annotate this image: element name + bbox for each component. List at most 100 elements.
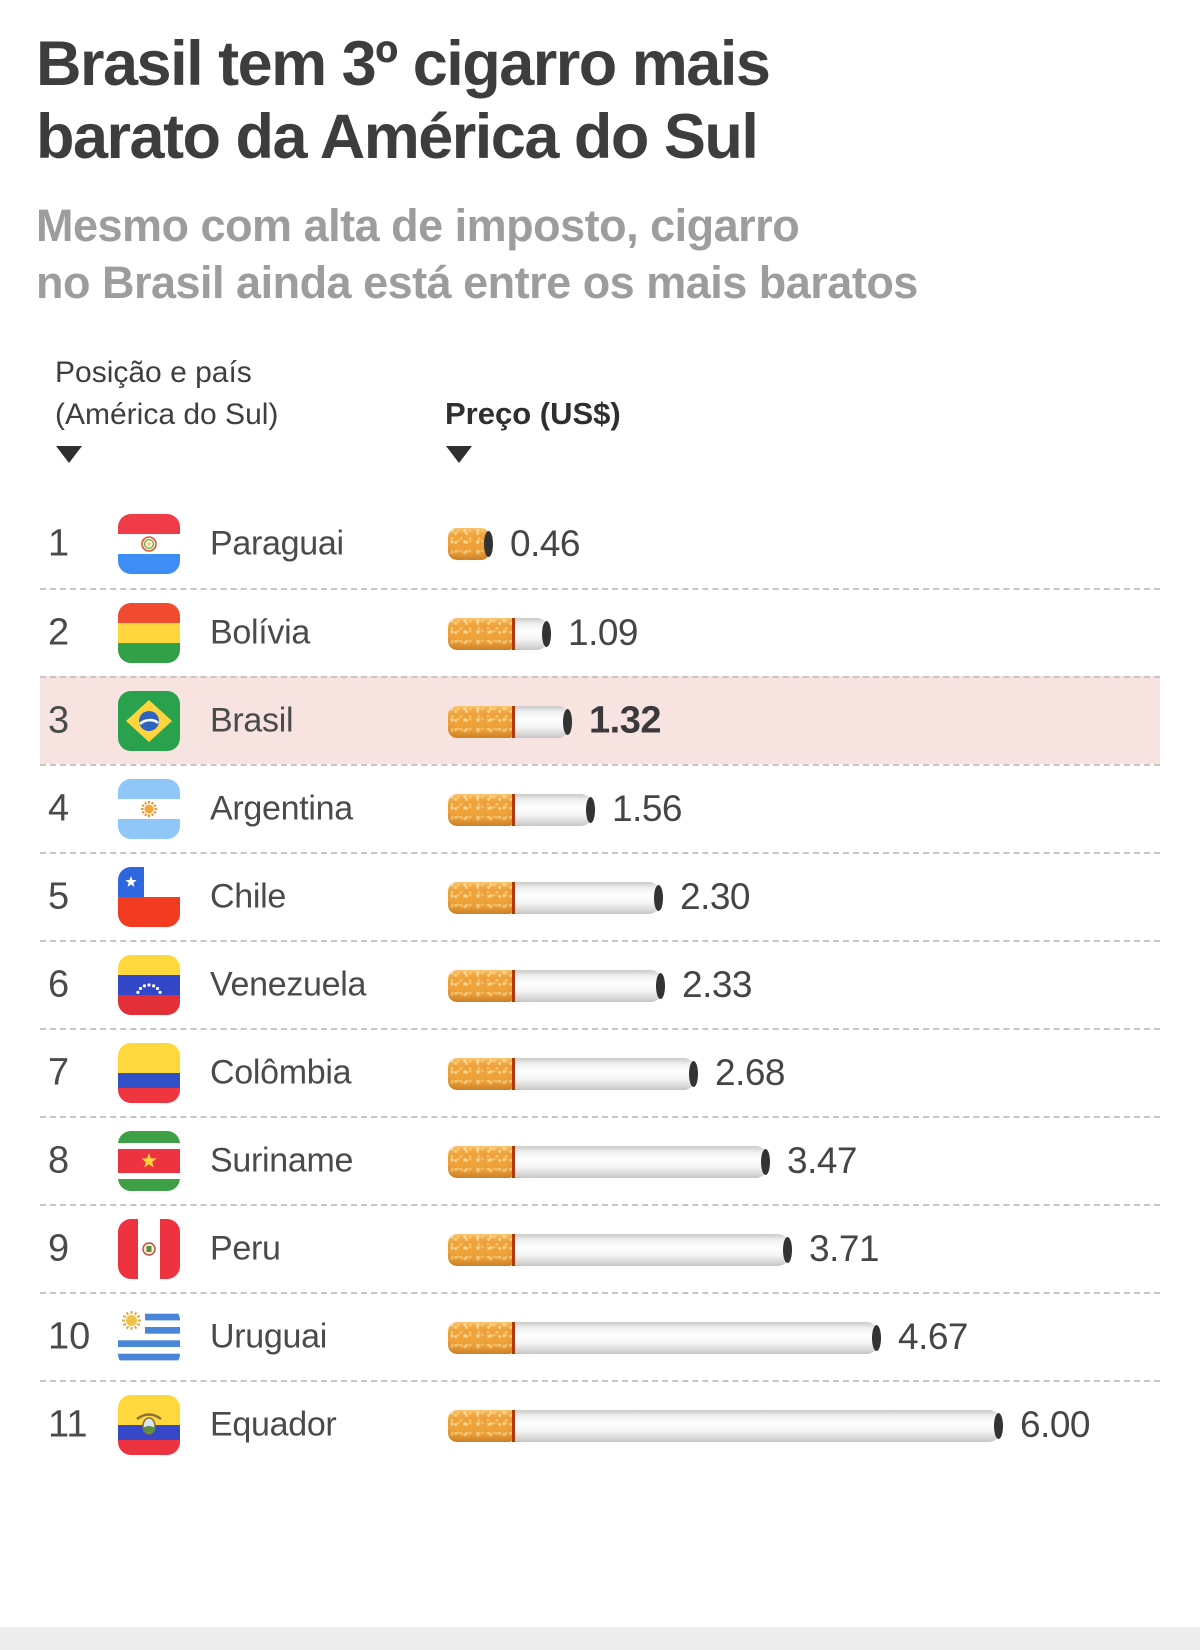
page-title: Brasil tem 3º cigarro mais barato da Amé… (36, 29, 771, 173)
table-row: 4 Argentina 1.56 (40, 763, 1160, 852)
price-table-body: 1 Paraguai 0.46 2 Bolívia 1.09 3 (40, 500, 1160, 1468)
rank-label: 7 (48, 1051, 70, 1094)
price-value: 6.00 (1020, 1403, 1091, 1445)
sort-desc-icon[interactable] (56, 445, 82, 463)
price-value: 1.56 (612, 787, 683, 829)
rank-label: 11 (48, 1403, 88, 1446)
cigarette-filter (448, 1321, 512, 1354)
rank-label: 2 (48, 611, 70, 654)
price-bar-cigarette (448, 881, 663, 914)
country-flag-icon (118, 1130, 180, 1191)
cigarette-filter (448, 1057, 512, 1090)
rank-label: 10 (48, 1315, 91, 1358)
country-name: Uruguai (210, 1317, 327, 1356)
cigarette-end-cap (689, 1060, 698, 1087)
table-row: 2 Bolívia 1.09 (40, 587, 1160, 676)
cigarette-filter (448, 1145, 512, 1178)
country-name: Paraguai (210, 524, 344, 563)
country-name: Colômbia (210, 1053, 352, 1092)
rank-label: 3 (48, 699, 70, 742)
cigarette-body (512, 1057, 695, 1090)
rank-label: 5 (48, 875, 70, 918)
cigarette-body (512, 1145, 767, 1178)
cigarette-end-cap (654, 884, 663, 911)
cigarette-end-cap (783, 1236, 792, 1263)
rank-label: 8 (48, 1139, 70, 1182)
cigarette-body (512, 969, 662, 1002)
table-row: 9 Peru 3.71 (40, 1203, 1160, 1292)
price-value: 1.09 (568, 611, 639, 653)
price-bar-cigarette (448, 969, 665, 1002)
price-bar-cigarette (448, 793, 595, 826)
cigarette-body (512, 1409, 1000, 1442)
sort-desc-icon[interactable] (446, 445, 472, 463)
cigarette-end-cap (761, 1148, 770, 1175)
table-row: 8 Suriname 3.47 (40, 1115, 1160, 1204)
country-name: Brasil (210, 701, 294, 740)
table-row: 10 Uruguai 4.67 (40, 1291, 1160, 1380)
price-bar-cigarette (448, 527, 493, 560)
price-value: 3.71 (809, 1227, 880, 1269)
rank-label: 4 (48, 787, 70, 830)
country-name: Venezuela (210, 965, 367, 1004)
cigarette-end-cap (563, 708, 572, 735)
footer-bar (0, 1627, 1200, 1650)
country-name: Suriname (210, 1141, 354, 1180)
price-value: 0.46 (510, 522, 581, 564)
country-flag-icon (118, 954, 180, 1015)
country-flag-icon (118, 513, 180, 574)
cigarette-body (512, 881, 660, 914)
country-flag-icon (118, 866, 180, 927)
price-bar-cigarette (448, 1321, 881, 1354)
cigarette-end-cap (586, 796, 595, 823)
cigarette-filter (448, 881, 512, 914)
price-value: 2.68 (715, 1051, 786, 1093)
cigarette-filter (448, 1233, 512, 1266)
country-name: Peru (210, 1229, 281, 1268)
price-value: 3.47 (787, 1139, 858, 1181)
rank-label: 6 (48, 963, 70, 1006)
price-value: 1.32 (589, 699, 661, 742)
country-flag-icon (118, 778, 180, 839)
cigarette-body (512, 1321, 878, 1354)
price-value: 4.67 (898, 1315, 969, 1357)
table-row: 11 Equador 6.00 (40, 1379, 1160, 1468)
table-row: 5 Chile 2.30 (40, 851, 1160, 940)
table-header: Posição e país (América do Sul) Preço (U… (40, 352, 1160, 464)
cigarette-filter (448, 793, 512, 826)
table-row: 3 Brasil 1.32 (40, 675, 1160, 764)
cigarette-filter (448, 1409, 512, 1442)
cigarette-end-cap (872, 1324, 881, 1351)
cigarette-filter (448, 527, 490, 560)
country-name: Chile (210, 877, 286, 916)
price-bar-cigarette (448, 1057, 698, 1090)
rank-label: 1 (48, 522, 70, 565)
country-flag-icon (118, 1306, 180, 1367)
country-name: Equador (210, 1405, 337, 1444)
country-name: Bolívia (210, 613, 310, 652)
country-flag-icon (118, 1394, 180, 1455)
page-subtitle: Mesmo com alta de imposto, cigarro no Br… (36, 200, 918, 308)
column-header-price[interactable]: Preço (US$) (445, 395, 621, 431)
cigarette-body (512, 793, 592, 826)
cigarette-filter (448, 705, 512, 738)
cigarette-body (512, 1233, 789, 1266)
country-flag-icon (118, 602, 180, 663)
table-row: 6 Venezuela 2.33 (40, 939, 1160, 1028)
price-bar-cigarette (448, 1145, 770, 1178)
cigarette-end-cap (994, 1412, 1003, 1439)
column-header-position[interactable]: Posição e país (América do Sul) (55, 355, 279, 431)
price-value: 2.30 (680, 875, 751, 917)
cigarette-body (512, 705, 569, 738)
cigarette-end-cap (484, 530, 493, 557)
rank-label: 9 (48, 1227, 70, 1270)
cigarette-filter (448, 617, 512, 650)
country-flag-icon (118, 1218, 180, 1279)
country-name: Argentina (210, 789, 353, 828)
cigarette-end-cap (656, 972, 665, 999)
country-flag-icon (118, 1042, 180, 1103)
price-bar-cigarette (448, 705, 572, 738)
country-flag-icon (118, 690, 180, 751)
cigarette-filter (448, 969, 512, 1002)
price-bar-cigarette (448, 1233, 792, 1266)
